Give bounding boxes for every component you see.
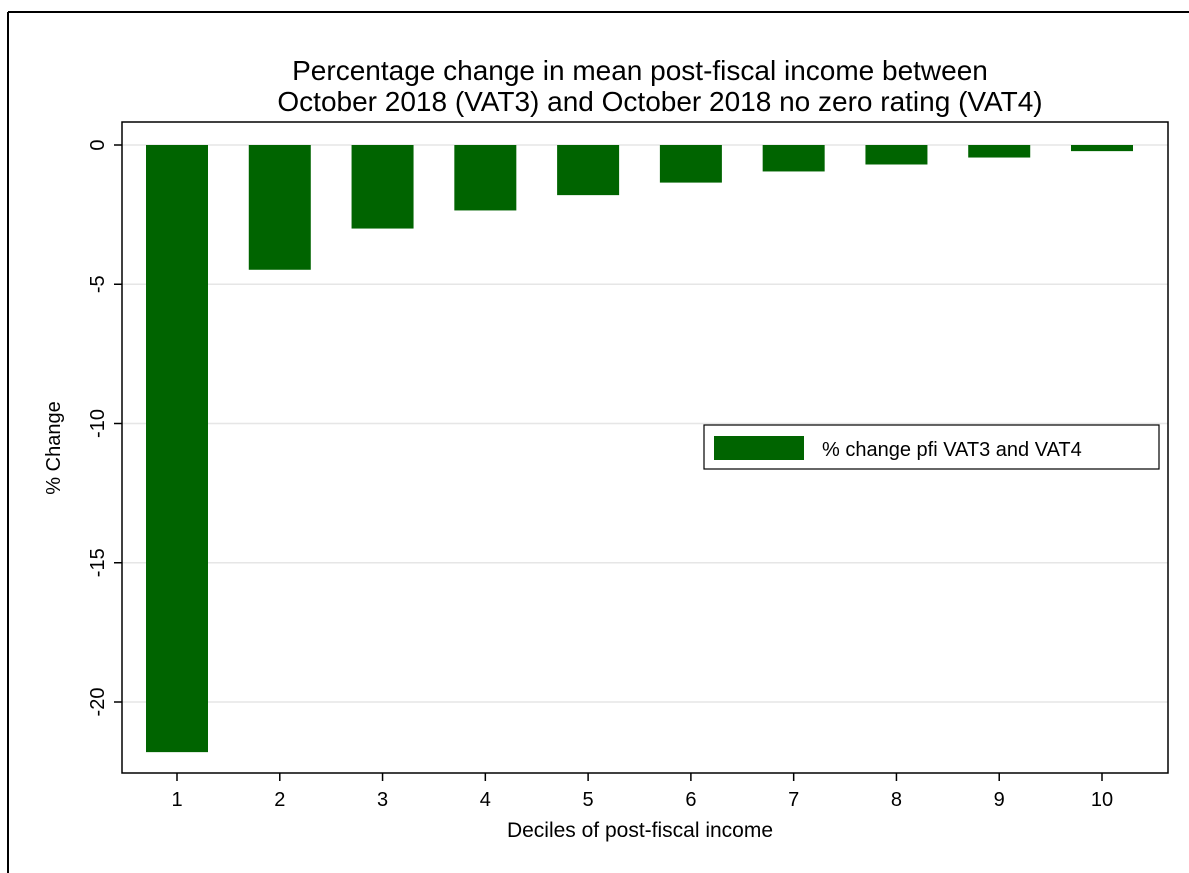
y-tick-label: 0: [87, 139, 109, 150]
bar-decile-9: [968, 145, 1031, 158]
x-tick-label: 5: [583, 789, 594, 811]
x-tick-label: 9: [994, 789, 1005, 811]
x-axis-label: Deciles of post-fiscal income: [507, 819, 773, 842]
x-tick-label: 10: [1091, 789, 1113, 811]
bar-decile-4: [454, 145, 517, 211]
bars: [146, 145, 1133, 753]
x-tick-label: 6: [685, 789, 696, 811]
chart-subtitle: October 2018 (VAT3) and October 2018 no …: [277, 86, 1042, 117]
x-tick-label: 1: [171, 789, 182, 811]
axes: 0 -5 -10 -15 -20 1 2 3 4 5 6 7 8 9 10: [87, 139, 1113, 811]
legend-label: % change pfi VAT3 and VAT4: [822, 439, 1082, 461]
bar-decile-1: [146, 145, 208, 753]
bar-decile-5: [557, 145, 620, 196]
bar-decile-8: [865, 145, 928, 165]
bar-decile-7: [762, 145, 825, 172]
y-tick-label: -15: [87, 548, 109, 577]
bar-decile-6: [659, 145, 722, 183]
y-tick-label: -10: [87, 409, 109, 438]
bar-decile-10: [1071, 145, 1133, 152]
legend-swatch: [714, 436, 804, 460]
bar-decile-3: [351, 145, 414, 229]
x-tick-label: 8: [891, 789, 902, 811]
x-tick-label: 7: [788, 789, 799, 811]
y-tick-label: -20: [87, 688, 109, 717]
x-tick-label: 2: [274, 789, 285, 811]
bar-decile-2: [248, 145, 311, 270]
x-tick-label: 4: [480, 789, 491, 811]
y-axis-label: % Change: [43, 401, 65, 494]
x-tick-label: 3: [377, 789, 388, 811]
chart-title: Percentage change in mean post-fiscal in…: [292, 55, 988, 86]
plot-border: [121, 121, 1169, 774]
y-tick-label: -5: [87, 275, 109, 293]
legend: % change pfi VAT3 and VAT4: [703, 424, 1160, 470]
